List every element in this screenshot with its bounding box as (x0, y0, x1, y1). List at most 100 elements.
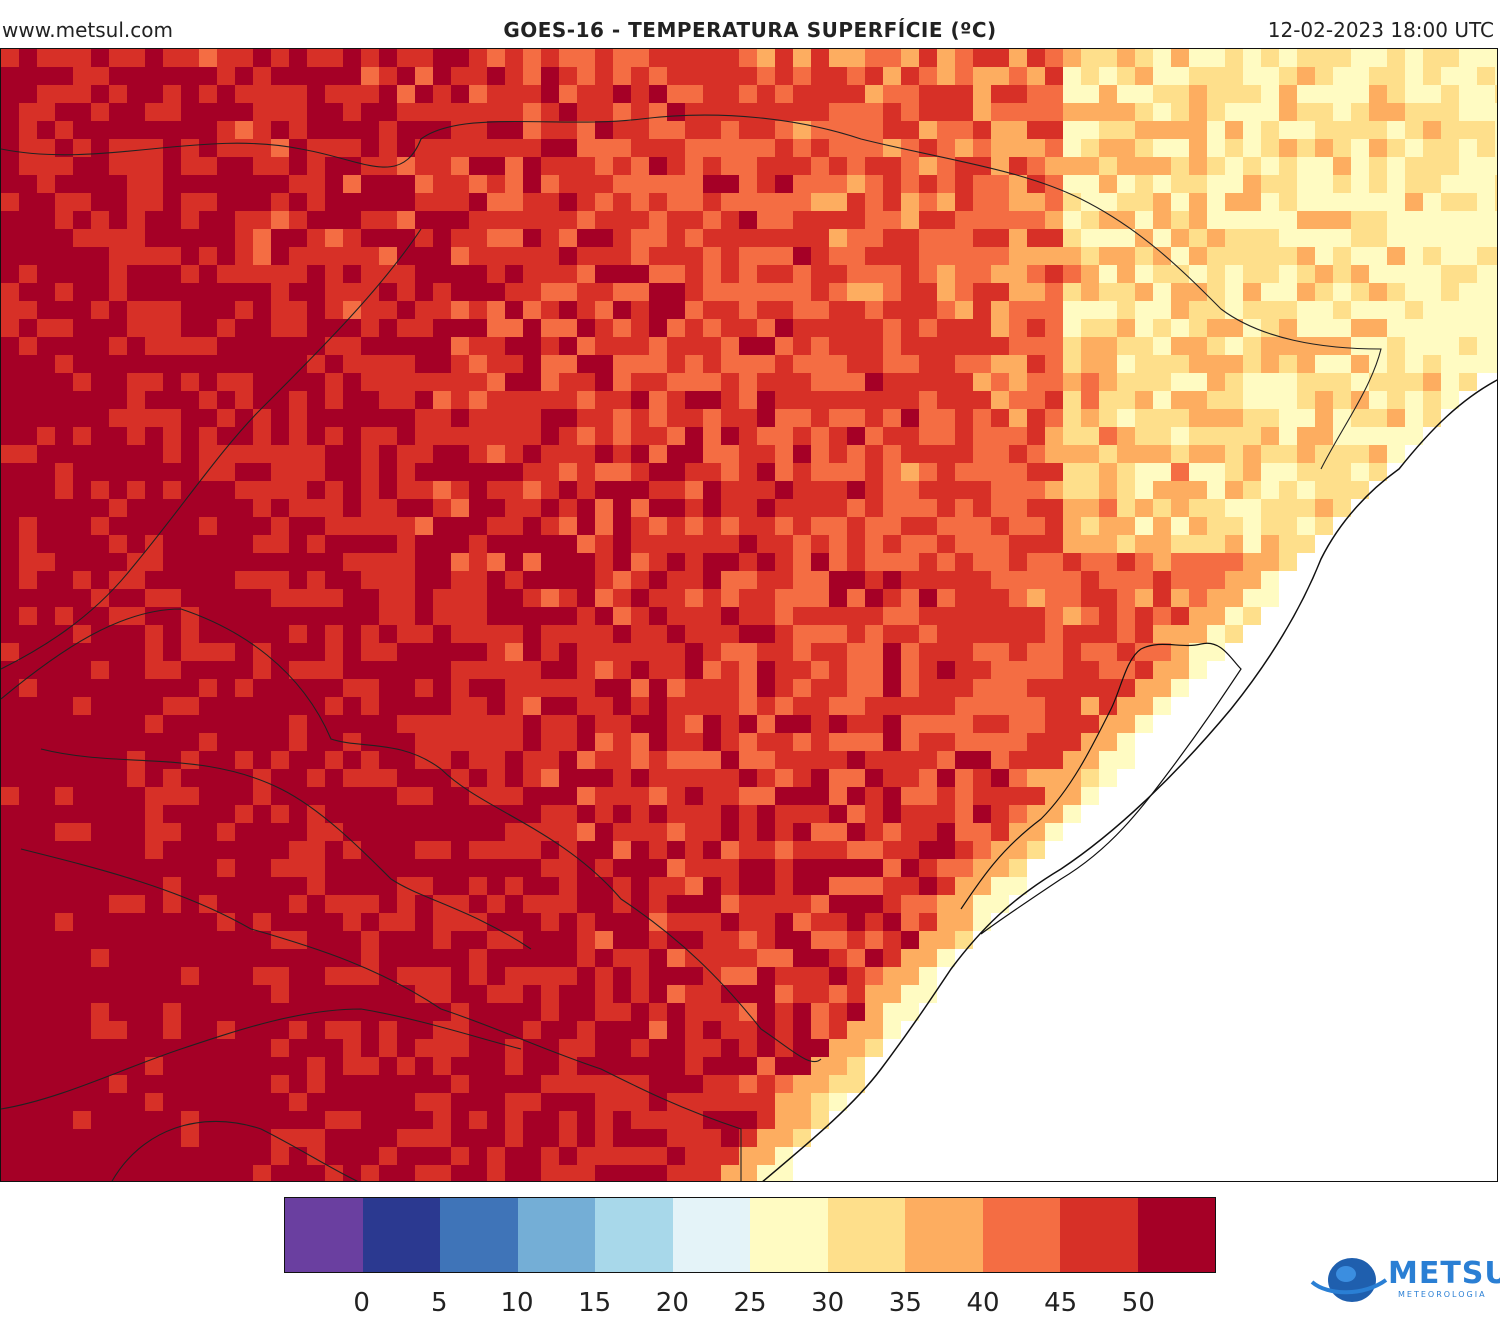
temperature-cell (55, 301, 73, 319)
temperature-cell (1099, 643, 1117, 661)
temperature-cell (739, 1093, 757, 1111)
temperature-cell (1081, 553, 1099, 571)
temperature-cell (649, 1075, 667, 1093)
temperature-cell (343, 985, 361, 1003)
temperature-cell (469, 49, 487, 67)
temperature-cell (991, 265, 1009, 283)
temperature-cell (217, 769, 235, 787)
temperature-cell (1135, 391, 1153, 409)
temperature-cell (19, 1147, 37, 1165)
temperature-cell (937, 445, 955, 463)
temperature-cell (1135, 319, 1153, 337)
temperature-cell (811, 877, 829, 895)
temperature-cell (1315, 427, 1333, 445)
temperature-cell (739, 301, 757, 319)
temperature-cell (181, 769, 199, 787)
temperature-cell (469, 1057, 487, 1075)
temperature-cell (649, 1093, 667, 1111)
temperature-cell (235, 211, 253, 229)
temperature-cell (811, 625, 829, 643)
temperature-cell (253, 877, 271, 895)
temperature-cell (235, 229, 253, 247)
temperature-cell (757, 661, 775, 679)
temperature-cell (235, 751, 253, 769)
temperature-cell (811, 283, 829, 301)
temperature-cell (1, 283, 19, 301)
temperature-cell (343, 895, 361, 913)
temperature-cell (325, 1147, 343, 1165)
temperature-cell (1225, 463, 1243, 481)
temperature-cell (649, 1039, 667, 1057)
temperature-cell (1189, 409, 1207, 427)
temperature-cell (253, 895, 271, 913)
temperature-cell (1225, 391, 1243, 409)
temperature-cell (1099, 49, 1117, 67)
temperature-cell (1423, 193, 1441, 211)
temperature-cell (1153, 265, 1171, 283)
temperature-cell (541, 229, 559, 247)
temperature-cell (577, 607, 595, 625)
temperature-cell (361, 445, 379, 463)
temperature-cell (721, 373, 739, 391)
temperature-cell (1009, 805, 1027, 823)
temperature-cell (883, 409, 901, 427)
temperature-cell (127, 283, 145, 301)
temperature-cell (1027, 805, 1045, 823)
temperature-cell (991, 85, 1009, 103)
temperature-cell (271, 535, 289, 553)
temperature-cell (937, 589, 955, 607)
temperature-cell (235, 553, 253, 571)
temperature-cell (523, 175, 541, 193)
temperature-cell (1117, 643, 1135, 661)
temperature-cell (19, 553, 37, 571)
temperature-cell (19, 913, 37, 931)
temperature-cell (505, 157, 523, 175)
temperature-cell (217, 139, 235, 157)
temperature-cell (829, 265, 847, 283)
temperature-cell (433, 697, 451, 715)
temperature-cell (919, 463, 937, 481)
temperature-cell (91, 931, 109, 949)
temperature-cell (901, 553, 919, 571)
temperature-cell (1297, 211, 1315, 229)
temperature-cell (163, 211, 181, 229)
temperature-cell (1423, 85, 1441, 103)
temperature-cell (433, 1147, 451, 1165)
temperature-cell (1243, 67, 1261, 85)
temperature-cell (757, 301, 775, 319)
temperature-cell (325, 733, 343, 751)
temperature-cell (451, 319, 469, 337)
temperature-cell (37, 787, 55, 805)
temperature-cell (883, 373, 901, 391)
temperature-cell (1117, 103, 1135, 121)
temperature-cell (1171, 679, 1189, 697)
temperature-cell (181, 481, 199, 499)
temperature-cell (667, 1057, 685, 1075)
temperature-cell (505, 265, 523, 283)
temperature-cell (847, 121, 865, 139)
temperature-cell (559, 931, 577, 949)
temperature-cell (37, 841, 55, 859)
temperature-cell (55, 67, 73, 85)
temperature-cell (55, 697, 73, 715)
temperature-cell (505, 841, 523, 859)
temperature-cell (1441, 103, 1459, 121)
temperature-cell (577, 1165, 595, 1181)
temperature-cell (235, 823, 253, 841)
temperature-cell (181, 967, 199, 985)
temperature-cell (379, 355, 397, 373)
temperature-cell (721, 103, 739, 121)
temperature-cell (343, 661, 361, 679)
temperature-cell (379, 373, 397, 391)
temperature-cell (631, 1075, 649, 1093)
temperature-cell (307, 337, 325, 355)
temperature-cell (73, 283, 91, 301)
color-scale-tick: 25 (733, 1288, 767, 1318)
temperature-cell (793, 427, 811, 445)
temperature-cell (1315, 301, 1333, 319)
temperature-cell (415, 247, 433, 265)
temperature-cell (1387, 373, 1405, 391)
temperature-cell (523, 499, 541, 517)
temperature-cell (127, 427, 145, 445)
temperature-cell (1369, 355, 1387, 373)
